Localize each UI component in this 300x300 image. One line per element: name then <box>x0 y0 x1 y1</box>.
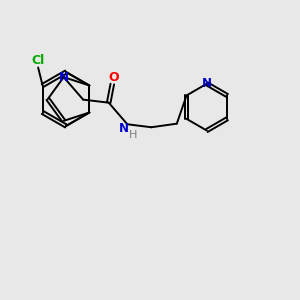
Text: H: H <box>129 130 137 140</box>
Text: Cl: Cl <box>32 54 45 68</box>
Text: N: N <box>59 71 69 84</box>
Text: N: N <box>119 122 129 135</box>
Text: N: N <box>202 77 212 90</box>
Text: O: O <box>108 71 119 84</box>
